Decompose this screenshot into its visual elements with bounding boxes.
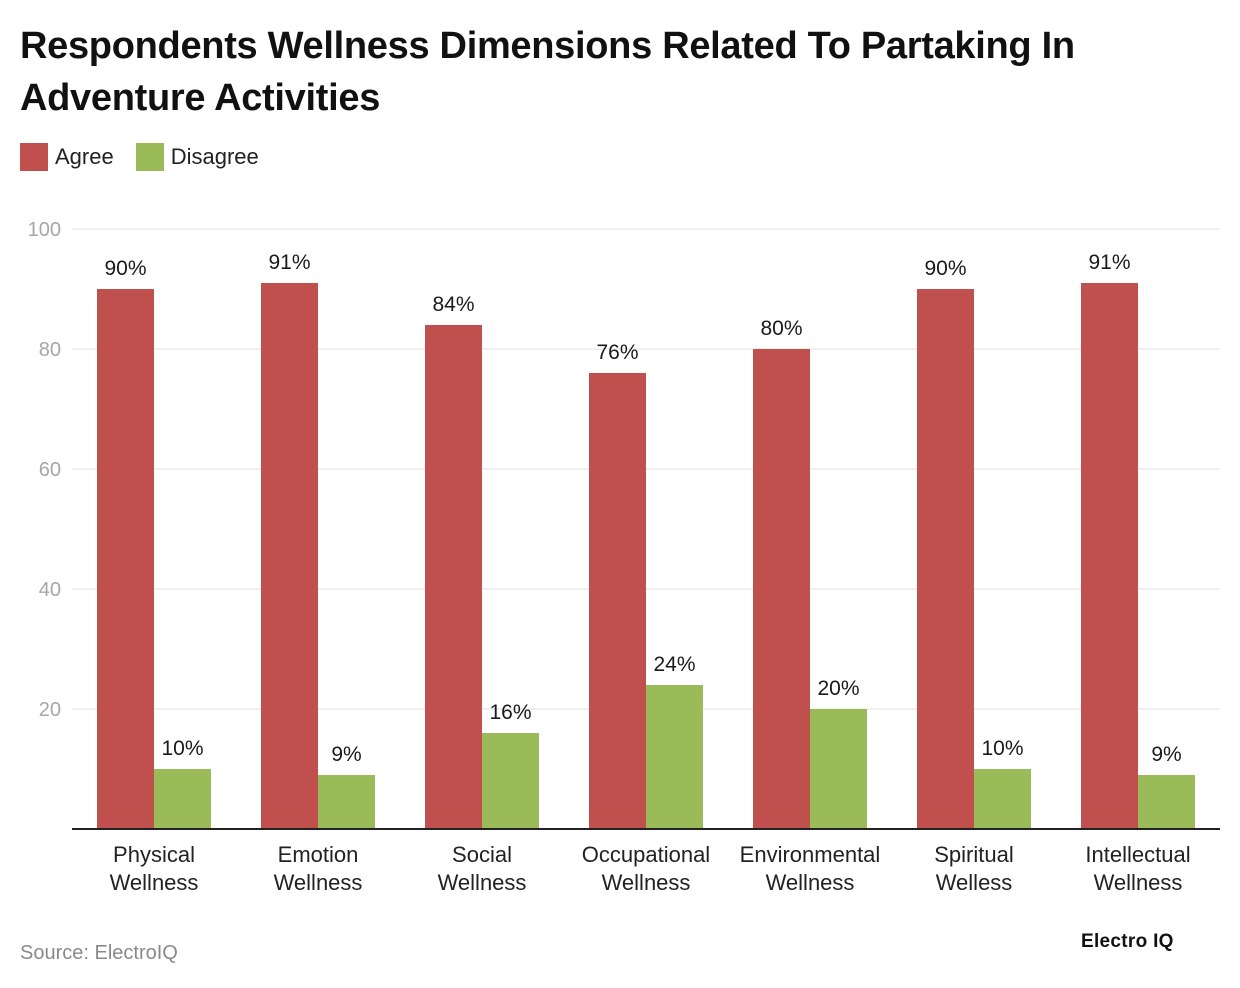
bar-disagree bbox=[154, 769, 211, 829]
bar-disagree bbox=[1138, 775, 1195, 829]
legend-swatch-agree bbox=[20, 143, 48, 171]
data-label: 91% bbox=[1088, 251, 1130, 274]
x-tick-label: Occupational bbox=[582, 842, 710, 867]
x-tick-label: Environmental bbox=[740, 842, 881, 867]
bar-disagree bbox=[810, 709, 867, 829]
data-label: 20% bbox=[817, 677, 859, 700]
y-tick-label: 40 bbox=[39, 579, 61, 601]
data-label: 9% bbox=[1151, 743, 1181, 766]
bar-agree bbox=[1081, 283, 1138, 829]
chart-title: Respondents Wellness Dimensions Related … bbox=[20, 25, 1075, 119]
x-tick-label: Emotion bbox=[278, 842, 359, 867]
legend-label-agree: Agree bbox=[55, 144, 114, 169]
data-label: 9% bbox=[331, 743, 361, 766]
bar-agree bbox=[753, 349, 810, 829]
brand-logo: Electro IQ bbox=[1081, 931, 1174, 952]
y-tick-label: 60 bbox=[39, 459, 61, 481]
data-label: 24% bbox=[653, 653, 695, 676]
legend-item-disagree: Disagree bbox=[135, 143, 259, 171]
bar-disagree bbox=[482, 733, 539, 829]
x-tick-label: Spiritual bbox=[934, 842, 1013, 867]
x-tick-label: Intellectual bbox=[1085, 842, 1190, 867]
x-tick-label: Wellness bbox=[602, 870, 691, 895]
source-note: Source: ElectroIQ bbox=[20, 942, 178, 964]
data-label: 10% bbox=[981, 737, 1023, 760]
x-tick-label: Wellness bbox=[274, 870, 363, 895]
chart-legend: Agree Disagree bbox=[20, 143, 259, 171]
x-tick-label: Wellness bbox=[438, 870, 527, 895]
x-tick-label: Wellness bbox=[110, 870, 199, 895]
y-tick-label: 80 bbox=[39, 339, 61, 361]
bar-agree bbox=[425, 325, 482, 829]
legend-item-agree: Agree bbox=[20, 143, 114, 171]
legend-swatch-disagree bbox=[135, 143, 164, 171]
bar-agree bbox=[261, 283, 318, 829]
data-label: 80% bbox=[760, 317, 802, 340]
bar-agree bbox=[97, 289, 154, 829]
bar-disagree bbox=[646, 685, 703, 829]
data-label: 90% bbox=[924, 257, 966, 280]
bar-agree bbox=[589, 373, 646, 829]
bar-agree bbox=[917, 289, 974, 829]
bar-disagree bbox=[318, 775, 375, 829]
x-tick-label: Physical bbox=[113, 842, 195, 867]
data-label: 76% bbox=[596, 341, 638, 364]
data-label: 84% bbox=[432, 293, 474, 316]
x-tick-label: Welless bbox=[936, 870, 1013, 895]
x-tick-label: Wellness bbox=[766, 870, 855, 895]
x-tick-label: Social bbox=[452, 842, 512, 867]
data-label: 91% bbox=[268, 251, 310, 274]
legend-label-disagree: Disagree bbox=[170, 144, 259, 169]
y-tick-label: 20 bbox=[39, 699, 61, 721]
bar-disagree bbox=[974, 769, 1031, 829]
y-tick-label: 100 bbox=[28, 219, 61, 241]
x-tick-label: Wellness bbox=[1094, 870, 1183, 895]
data-label: 10% bbox=[161, 737, 203, 760]
data-label: 90% bbox=[104, 257, 146, 280]
data-label: 16% bbox=[489, 701, 531, 724]
